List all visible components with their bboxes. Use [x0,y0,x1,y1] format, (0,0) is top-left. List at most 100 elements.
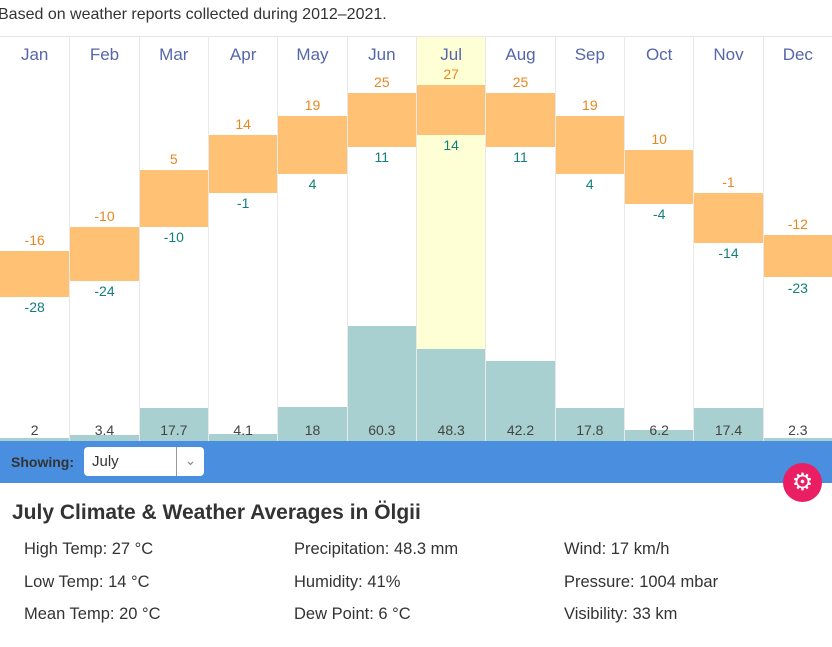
precip-label: 18 [304,422,321,438]
low-temp-label: 4 [585,175,594,192]
high-temp-label: -1 [722,173,735,190]
temp-range-bar [417,85,486,136]
details-title: July Climate & Weather Averages in Ölgii [12,501,421,524]
precip-bar [347,325,416,442]
precip-bar [139,407,208,442]
low-temp-label: -23 [787,279,808,296]
climate-chart: 2 -16 -28 Jan 3.4 -10 -24 Feb 17.7 5 -10 Mar 4.1 14 -1… [0,36,832,442]
precip-label: 17.8 [576,422,604,438]
high-temp-label: -12 [787,216,808,233]
gear-icon[interactable]: ⚙ [783,463,822,502]
month-column-jan[interactable]: 2 -16 -28 Jan [0,37,70,442]
temp-range-bar [139,169,208,228]
chevron-down-icon[interactable]: ⌄ [176,447,204,476]
month-label: Oct [645,45,673,64]
precip-label: 17.7 [160,422,188,438]
precip-label: 4.1 [233,422,253,438]
month-label: Aug [505,45,536,64]
low-temp-label: 11 [374,148,390,165]
precip-bar [70,435,139,442]
stat-item: Dew Point: 6 °C [294,605,411,623]
precip-bar [625,430,694,442]
month-column-mar[interactable]: 17.7 5 -10 Mar [138,37,208,442]
stat-item: Low Temp: 14 °C [24,573,150,591]
stat-item: Visibility: 33 km [564,605,678,623]
month-label: Jan [20,45,49,64]
month-column-aug[interactable]: 42.2 25 11 Aug [485,37,555,442]
high-temp-label: 10 [651,131,667,148]
month-column-jul[interactable]: 48.3 27 14 Jul [416,37,486,442]
precip-label: 6.2 [649,422,669,438]
stat-item: Pressure: 1004 mbar [564,573,719,591]
high-temp-label: 19 [304,96,321,113]
month-column-sep[interactable]: 17.8 19 4 Sep [554,37,624,442]
precip-label: 2 [30,422,39,438]
month-column-apr[interactable]: 4.1 14 -1 Apr [208,37,278,442]
low-temp-label: 14 [443,137,459,154]
month-label: Sep [574,45,605,64]
temp-range-bar [70,227,139,282]
high-temp-label: -16 [24,231,45,248]
month-select[interactable]: July ⌄ [84,447,204,476]
high-temp-label: 25 [512,73,529,90]
precip-label: 60.3 [368,422,396,438]
month-select-value: July [92,453,119,470]
low-temp-label: -24 [94,283,115,300]
temp-range-bar [347,92,416,147]
low-temp-label: -10 [163,229,184,246]
precip-label: 42.2 [506,422,535,438]
temp-range-bar [486,92,555,147]
month-label: Nov [713,45,744,64]
high-temp-label: 14 [235,116,251,133]
high-temp-label: 5 [169,150,178,167]
month-label: Apr [229,45,257,64]
temp-range-bar [763,235,832,278]
precip-bar [417,348,486,442]
month-label: Feb [89,45,120,64]
month-column-oct[interactable]: 6.2 10 -4 Oct [624,37,694,442]
month-column-nov[interactable]: 17.4 -1 -14 Nov [693,37,763,442]
month-label: Jun [368,45,396,64]
month-label: Mar [159,45,189,64]
high-temp-label: 19 [582,96,598,113]
stat-item: High Temp: 27 °C [24,540,154,558]
high-temp-label: -10 [94,208,115,225]
month-column-may[interactable]: 18 19 4 May [277,37,347,442]
low-temp-label: 4 [308,175,317,192]
precip-bar [763,437,832,442]
precip-label: 17.4 [714,422,743,438]
precip-bar [694,408,763,442]
precip-label: 48.3 [437,422,465,438]
high-temp-label: 27 [443,66,459,82]
precip-label: 2.3 [788,422,808,438]
stat-item: Precipitation: 48.3 mm [294,540,459,558]
temp-range-bar [555,115,624,174]
month-column-dec[interactable]: 2.3 -12 -23 Dec [762,37,832,442]
low-temp-label: -28 [24,298,45,315]
stat-item: Humidity: 41% [294,573,401,591]
precip-bar [209,434,278,442]
temp-range-bar [625,150,694,205]
month-toolbar: Showing: July ⌄ [0,441,832,483]
precip-bar [555,407,624,442]
stat-item: Wind: 17 km/h [564,540,670,558]
temp-range-bar [694,192,763,243]
data-source-note: Based on weather reports collected durin… [0,6,387,23]
precip-label: 3.4 [94,422,115,438]
high-temp-label: 25 [374,73,390,90]
low-temp-label: -1 [236,194,250,211]
month-column-feb[interactable]: 3.4 -10 -24 Feb [69,37,139,442]
month-label: Jul [440,45,463,64]
showing-label: Showing: [11,454,74,470]
low-temp-label: -4 [652,206,666,223]
low-temp-label: -14 [718,244,739,261]
month-label: May [296,45,329,64]
month-label: Dec [782,45,813,64]
low-temp-label: 11 [513,148,528,165]
precip-bar [486,360,555,442]
temp-range-bar [278,115,347,174]
precip-bar [278,407,347,442]
precip-bar [0,438,70,442]
month-column-jun[interactable]: 60.3 25 11 Jun [346,37,416,442]
stat-item: Mean Temp: 20 °C [24,605,161,623]
